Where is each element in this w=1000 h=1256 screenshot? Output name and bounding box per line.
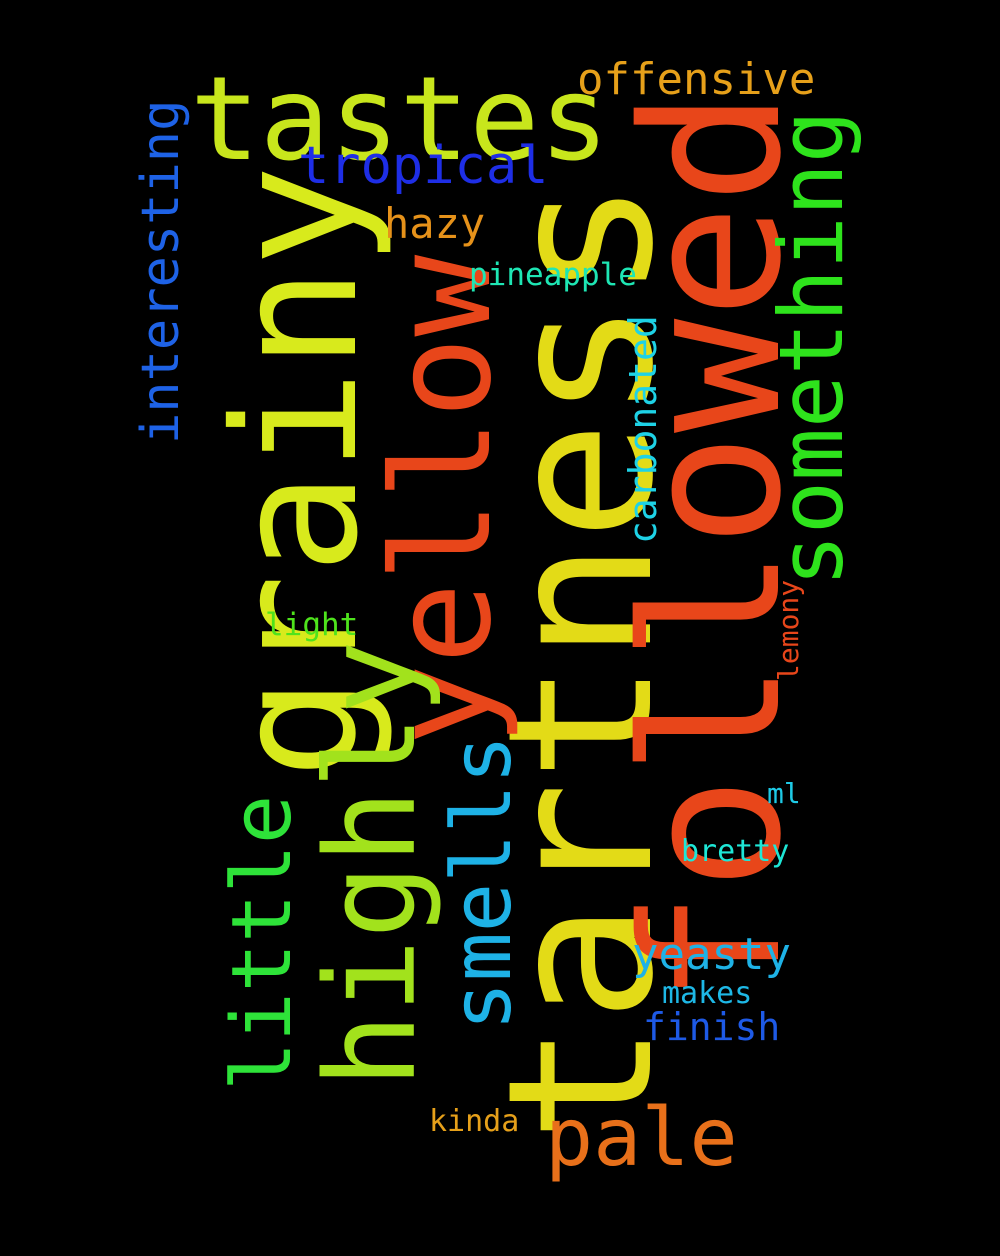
word-lemony: lemony: [772, 579, 805, 681]
word-tastes: tastes: [190, 52, 610, 187]
word-finish: finish: [643, 1005, 781, 1049]
word-pale: pale: [545, 1091, 738, 1184]
word-kinda: kinda: [429, 1104, 520, 1139]
word-makes: makes: [662, 976, 753, 1011]
word-ml: ml: [767, 777, 801, 810]
word-offensive: offensive: [577, 54, 816, 105]
word-highly: highly: [300, 640, 444, 1088]
word-yeasty: yeasty: [632, 929, 791, 980]
word-pineapple: pineapple: [469, 257, 637, 293]
word-interesting: interesting: [131, 99, 191, 444]
word-carbonated: carbonated: [621, 315, 665, 544]
word-hazy: hazy: [384, 199, 486, 248]
word-something: something: [760, 110, 863, 587]
word-smells: smells: [435, 734, 530, 1031]
word-bretty: bretty: [681, 834, 790, 869]
word-little: little: [215, 794, 310, 1091]
word-tropical: tropical: [298, 136, 549, 196]
word-light: light: [265, 607, 359, 643]
